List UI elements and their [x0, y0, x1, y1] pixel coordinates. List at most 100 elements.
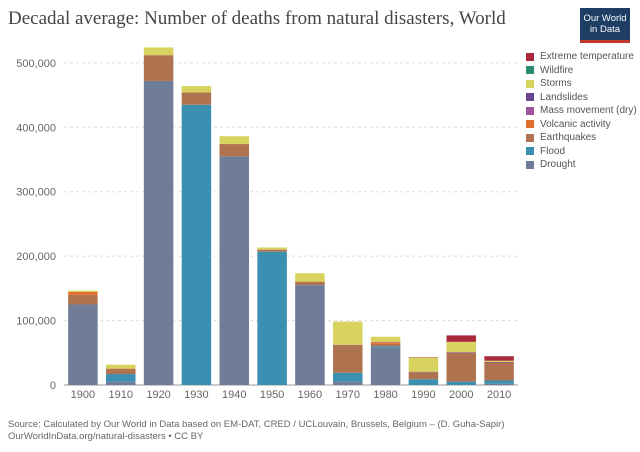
bar-segment-drought: [143, 80, 174, 386]
bar-segment-earthquakes: [446, 352, 477, 382]
x-tick-label: 2010: [487, 389, 511, 401]
legend-swatch: [526, 133, 534, 142]
source-line-1: Source: Calculated by Our World in Data …: [8, 419, 505, 430]
bar-segment-earthquakes: [370, 343, 401, 347]
legend-item[interactable]: Mass movement (dry): [526, 104, 637, 118]
x-tick-label: 1940: [222, 389, 246, 401]
bar-segment-flood: [181, 104, 212, 385]
y-tick-label: 400,000: [16, 122, 56, 134]
legend-label: Wildfire: [540, 64, 574, 76]
source-line-2: OurWorldInData.org/natural-disasters • C…: [8, 431, 204, 442]
bar-segment-volcanic-activity: [370, 342, 401, 344]
bar-segment-earthquakes: [143, 55, 174, 81]
legend-item[interactable]: Wildfire: [526, 64, 637, 78]
bar-segment-storms: [295, 273, 325, 282]
bar-segment-earthquakes: [408, 372, 439, 380]
bar-segment-storms: [143, 47, 174, 56]
legend-label: Landslides: [540, 91, 588, 103]
legend-label: Volcanic activity: [540, 118, 611, 130]
bar-segment-earthquakes: [333, 345, 363, 373]
bar-segment-earthquakes: [219, 144, 250, 157]
bar-segment-earthquakes: [484, 362, 514, 381]
y-tick-label: 100,000: [16, 316, 56, 328]
legend-swatch: [526, 52, 534, 61]
bar-segment-flood: [257, 251, 287, 385]
legend-swatch: [526, 106, 534, 115]
legend-swatch: [526, 79, 534, 88]
bar-segment-storms: [408, 357, 439, 372]
logo-line2: in Data: [589, 24, 621, 35]
x-tick-label: 1910: [109, 389, 133, 401]
y-tick-label: 0: [50, 380, 56, 392]
bar-segment-storms: [446, 341, 477, 353]
bar-segment-storms: [370, 336, 401, 342]
bar-segment-extreme-temperature: [446, 335, 477, 342]
bar-segment-drought: [295, 285, 325, 385]
legend-item[interactable]: Flood: [526, 145, 637, 159]
legend-label: Mass movement (dry): [540, 105, 637, 117]
bar-segment-volcanic-activity: [68, 291, 98, 295]
legend-swatch: [526, 93, 534, 102]
bar-segment-flood: [484, 380, 514, 384]
bar-segment-storms: [333, 321, 363, 345]
legend-label: Extreme temperature: [540, 51, 634, 63]
bar-segment-flood: [106, 374, 136, 382]
bar-segment-flood: [446, 381, 477, 385]
legend-item[interactable]: Extreme temperature: [526, 50, 637, 64]
chart-legend: Extreme temperature Wildfire Storms Landsli…: [526, 50, 637, 172]
legend-label: Storms: [540, 78, 572, 90]
bar-segment-storms: [106, 364, 136, 369]
bar-segment-flood: [333, 372, 363, 382]
chart-title: Decadal average: Number of deaths from n…: [8, 8, 506, 29]
x-tick-label: 1920: [146, 389, 170, 401]
bar-segment-drought: [370, 347, 401, 385]
bar-segment-landslides: [446, 352, 477, 353]
x-tick-label: 1970: [336, 389, 360, 401]
y-tick-label: 300,000: [16, 187, 56, 199]
legend-label: Flood: [540, 145, 566, 157]
x-tick-label: 1980: [373, 389, 397, 401]
y-tick-label: 500,000: [16, 58, 56, 70]
bar-segment-storms: [219, 136, 250, 144]
bar-segment-drought: [106, 381, 136, 385]
bar-segment-drought: [68, 304, 98, 385]
legend-item[interactable]: Earthquakes: [526, 131, 637, 145]
logo-line1: Our World: [583, 13, 627, 24]
legend-label: Earthquakes: [540, 132, 597, 144]
bar-segment-storms: [68, 290, 98, 292]
legend-swatch: [526, 160, 534, 169]
bar-segment-earthquakes: [295, 281, 325, 286]
legend-item[interactable]: Storms: [526, 77, 637, 91]
legend-swatch: [526, 147, 534, 156]
bar-segment-earthquakes: [181, 92, 212, 105]
bar-segment-storms: [257, 247, 287, 250]
legend-swatch: [526, 120, 534, 129]
bar-segment-storms: [484, 360, 514, 362]
bar-segment-drought: [484, 383, 514, 385]
source-note: Source: Calculated by Our World in Data …: [8, 419, 505, 443]
bar-segment-earthquakes: [68, 294, 98, 305]
bar-segment-drought: [333, 381, 363, 385]
x-tick-label: 1900: [71, 389, 95, 401]
legend-item[interactable]: Volcanic activity: [526, 118, 637, 132]
bar-segment-earthquakes: [106, 368, 136, 375]
legend-item[interactable]: Drought: [526, 158, 637, 172]
bar-segment-flood: [370, 346, 401, 348]
logo-accent-bar: [580, 40, 630, 43]
bar-segment-storms: [181, 86, 212, 93]
bar-segment-flood: [408, 379, 439, 385]
bar-segment-earthquakes: [257, 249, 287, 252]
bar-segment-extreme-temperature: [484, 356, 514, 361]
x-tick-label: 2000: [449, 389, 473, 401]
legend-label: Drought: [540, 159, 576, 171]
x-tick-label: 1990: [411, 389, 435, 401]
legend-item[interactable]: Landslides: [526, 91, 637, 105]
owid-logo[interactable]: Our World in Data: [580, 8, 630, 43]
x-tick-label: 1930: [184, 389, 208, 401]
x-tick-label: 1950: [260, 389, 284, 401]
x-tick-label: 1960: [298, 389, 322, 401]
legend-swatch: [526, 66, 534, 75]
y-tick-label: 200,000: [16, 251, 56, 263]
bar-segment-drought: [219, 156, 250, 385]
